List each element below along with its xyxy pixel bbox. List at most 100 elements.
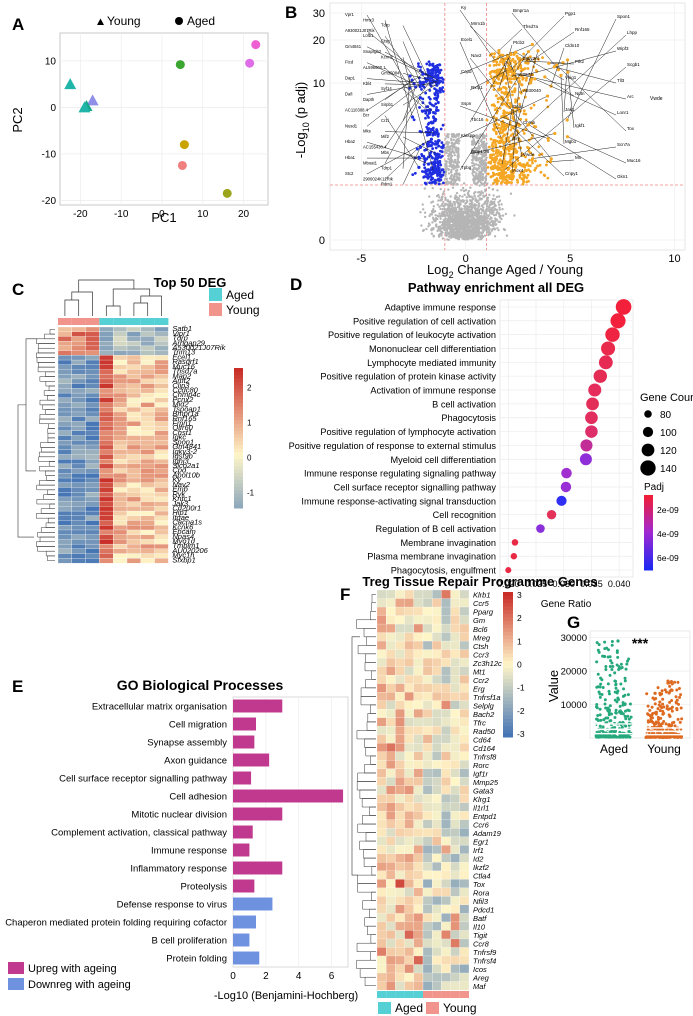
panel-f-heatmap-cell (450, 981, 460, 991)
panel-b-point-ns (433, 210, 437, 213)
panel-e-bar (233, 933, 250, 947)
panel-d-size-legend-dot (640, 460, 656, 476)
panel-c-scale-segment (234, 434, 243, 439)
panel-c-heatmap-cell (113, 392, 128, 399)
panel-c-heatmap-cell (99, 487, 114, 493)
panel-f-heatmap-cell (404, 657, 414, 667)
panel-c-heatmap-cell (71, 369, 86, 375)
panel-f-heatmap-cell (422, 709, 433, 718)
panel-f-heatmap-cell (459, 947, 470, 957)
panel-f-heatmap-cell (432, 666, 442, 676)
panel-g-point (675, 698, 679, 702)
panel-b-gene-label: Ftcd (345, 60, 354, 65)
panel-f-row-dendrogram-branch (357, 772, 376, 782)
panel-d-term-label: Positive regulation of lymphocyte activa… (320, 427, 496, 437)
panel-d-size-legend-label: 140 (660, 464, 677, 475)
panel-b-gene-label: Cldn10 (565, 43, 580, 48)
panel-b-point-ns (452, 228, 455, 232)
panel-f-heatmap-cell (386, 930, 396, 940)
panel-c-heatmap-cell (57, 359, 72, 366)
panel-b-point-up (497, 126, 501, 130)
panel-b-point-down (434, 146, 438, 150)
panel-c-row-dendrogram-branch (40, 527, 55, 533)
panel-c-heatmap-cell (85, 421, 100, 427)
panel-g-point (615, 700, 619, 704)
panel-f-annotation-cell (413, 991, 423, 998)
panel-f-heatmap-cell (395, 794, 405, 804)
panel-b-point-ns (444, 159, 447, 163)
panel-b-point-ns (467, 189, 471, 193)
panel-f-row-dendrogram-branch (369, 806, 376, 816)
panel-f-heatmap-cell (432, 845, 442, 855)
panel-c-scale-segment (234, 494, 243, 498)
panel-f-heatmap-cell (404, 870, 414, 880)
panel-c-heatmap-cell (154, 463, 169, 469)
panel-b-point-down (437, 182, 441, 186)
panel-c-heatmap-cell (85, 440, 100, 446)
panel-c-heatmap-cell (140, 459, 155, 465)
panel-c-heatmap-cell (99, 444, 114, 451)
panel-c-heatmap-cell (126, 369, 141, 375)
panel-f-heatmap-cell (422, 734, 433, 744)
panel-f-heatmap-cell (376, 785, 387, 795)
panel-f-heatmap-cell (413, 870, 424, 880)
panel-g-point (627, 709, 631, 713)
panel-b-point-ns (473, 235, 476, 238)
panel-b-point-ns (493, 205, 496, 208)
panel-c-scale-segment (234, 392, 243, 397)
panel-f-scale-segment (503, 682, 513, 687)
panel-b-point-ns (436, 214, 439, 218)
panel-c-heatmap-cell (140, 510, 155, 517)
panel-f-heatmap-cell (386, 853, 396, 863)
panel-b-point-up (522, 109, 526, 113)
panel-c-heatmap-cell (99, 482, 114, 488)
panel-f-heatmap-cell (376, 743, 387, 753)
panel-f-heatmap-cell (395, 666, 405, 676)
panel-b-point-ns (497, 203, 501, 206)
panel-c-scale-segment (234, 438, 243, 442)
panel-b-point-up (502, 91, 506, 95)
panel-c-heatmap-cell (99, 515, 114, 521)
panel-f-heatmap-cell (386, 896, 396, 906)
panel-b-point-down-labelled (417, 156, 422, 160)
panel-f-heatmap-cell (386, 606, 396, 616)
panel-b-point-ns (470, 236, 473, 239)
panel-c-heatmap-cell (99, 397, 114, 403)
panel-f-row-dendrogram-branch (366, 636, 376, 646)
panel-b-point-ns (495, 195, 499, 199)
panel-f-heatmap-cell (376, 930, 387, 940)
panel-b-point-ns (479, 162, 483, 165)
panel-b-point-up (511, 93, 514, 97)
panel-b-point-ns (458, 179, 461, 182)
panel-f-heatmap-cell (395, 853, 405, 863)
panel-d-term-label: Cell surface receptor signalling pathway (334, 482, 497, 492)
panel-b-point-ns (465, 199, 468, 202)
panel-f-heatmap (376, 589, 470, 998)
panel-f-row-dendrogram-branch (369, 908, 376, 918)
panel-f-heatmap-cell (432, 743, 442, 753)
panel-b-point-up (486, 165, 490, 169)
panel-c-heatmap-cell (71, 492, 86, 498)
panel-b-point-ns (444, 198, 447, 201)
panel-c-heatmap-cell (154, 477, 169, 484)
panel-b-point-ns (435, 194, 439, 198)
panel-b-point-up-labelled (548, 160, 553, 164)
panel-g-point (599, 682, 603, 686)
panel-g-point (614, 682, 618, 686)
panel-f-heatmap-cell (450, 870, 460, 880)
panel-b-point-ns (485, 156, 488, 159)
panel-b-point-ns (481, 231, 484, 234)
panel-f-heatmap-cell (459, 879, 470, 889)
panel-b-point-ns (428, 195, 431, 198)
panel-b-point-up (493, 70, 497, 74)
panel-b-point-ns (475, 207, 479, 210)
panel-f-heatmap-cell (386, 964, 396, 974)
panel-b-point-ns (465, 196, 469, 199)
panel-b-point-ns (483, 213, 486, 216)
panel-b-point-up (506, 98, 510, 102)
panel-c-heatmap-cell (57, 378, 72, 384)
panel-b-point-ns (472, 140, 476, 143)
panel-f-heatmap-cell (413, 674, 424, 684)
panel-b-point-down (436, 174, 439, 178)
panel-d-point (610, 313, 626, 329)
